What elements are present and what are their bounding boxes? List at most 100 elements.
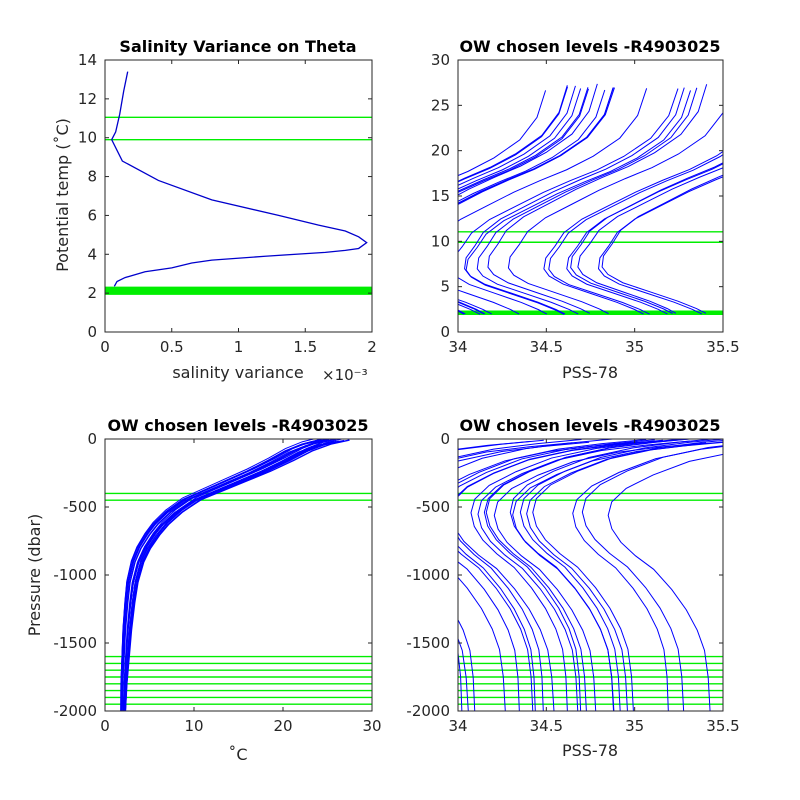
profile-line <box>597 176 723 315</box>
x-tick-label: 1.5 <box>293 338 317 356</box>
profile-line <box>458 87 614 315</box>
profile-line <box>110 71 368 287</box>
panel-salinity-theta: OW chosen levels -R4903025 PSS-78 34 34.5… <box>431 37 740 382</box>
x-tick-label: 35.5 <box>706 717 739 735</box>
profile-line <box>458 441 638 711</box>
y-tick-label: 20 <box>431 142 450 160</box>
profile-line <box>485 439 695 711</box>
y-tick-label: 10 <box>431 232 450 250</box>
x-tick-label: 10 <box>184 717 203 735</box>
y-tick-label: 12 <box>78 90 97 108</box>
x-tick-label: 30 <box>362 717 381 735</box>
plot-area: 34 34.5 35 35.5 0 5 10 15 20 25 30 <box>431 51 740 356</box>
y-tick-label: 4 <box>87 245 97 263</box>
x-tick-label: 34 <box>448 338 467 356</box>
profile-line <box>458 83 598 314</box>
profile-line <box>507 110 723 315</box>
profile-line <box>458 88 648 315</box>
y-tick-label: -1000 <box>406 566 450 584</box>
panel-title: OW chosen levels -R4903025 <box>107 416 368 435</box>
y-tick-label: -500 <box>63 498 97 516</box>
y-tick-label: 30 <box>431 51 450 69</box>
y-tick-label: -2000 <box>406 702 450 720</box>
profile-line <box>458 87 614 315</box>
profile-line <box>120 439 316 711</box>
y-tick-label: 15 <box>431 187 450 205</box>
profile-line <box>519 439 723 711</box>
y-tick-label: 0 <box>87 323 97 341</box>
panel-title: OW chosen levels -R4903025 <box>459 37 720 56</box>
profile-line <box>458 87 589 315</box>
y-axis-label: Pressure (dbar) <box>25 514 44 637</box>
panel-title: OW chosen levels -R4903025 <box>459 416 720 435</box>
profile-line <box>476 87 698 315</box>
profile-line <box>548 154 723 315</box>
x-tick-label: 2 <box>367 338 377 356</box>
y-axis-label: Potential temp (˚C) <box>53 118 72 272</box>
plot-area: 0 0.5 1 1.5 2 0 2 4 6 8 10 12 14 <box>78 51 377 356</box>
profile-line <box>543 150 723 315</box>
plot-clip <box>105 439 372 711</box>
x-axis-label: ˚C <box>228 745 247 764</box>
y-tick-label: 0 <box>440 323 450 341</box>
y-tick-label: -2000 <box>53 702 97 720</box>
y-tick-label: 14 <box>78 51 97 69</box>
profile-line <box>122 440 337 711</box>
y-tick-label: 0 <box>87 430 97 448</box>
profile-line <box>458 439 655 711</box>
profile-line <box>607 453 723 711</box>
x-tick-label: 34.5 <box>530 338 563 356</box>
profile-line <box>458 90 547 177</box>
profile-line <box>458 88 679 315</box>
profile-line <box>601 174 723 314</box>
y-tick-label: -1000 <box>53 566 97 584</box>
y-tick-label: 2 <box>87 284 97 302</box>
profile-line <box>120 439 323 711</box>
profile-line <box>493 442 707 711</box>
x-tick-label: 34 <box>448 717 467 735</box>
profile-line <box>458 440 660 711</box>
x-tick-label: 1 <box>234 338 244 356</box>
panel-salinity-pressure: OW chosen levels -R4903025 PSS-78 34 34.5… <box>406 416 739 760</box>
profile-line <box>512 441 723 711</box>
plot-clip <box>458 439 723 711</box>
y-tick-label: 0 <box>440 430 450 448</box>
y-tick-label: -1500 <box>406 634 450 652</box>
x-axis-label: PSS-78 <box>562 363 618 382</box>
x-tick-label: 35.5 <box>706 338 739 356</box>
profile-line <box>458 439 613 711</box>
profile-line <box>458 89 606 315</box>
plot-clip <box>458 83 723 316</box>
x-tick-label: 0.5 <box>160 338 184 356</box>
plot-area: 0 10 20 30 -2000 -1500 -1000 -500 0 <box>53 430 381 735</box>
x-tick-label: 0 <box>100 717 110 735</box>
profile-line <box>458 85 576 315</box>
profile-line <box>458 86 569 183</box>
profile-line <box>465 90 691 315</box>
x-tick-label: 0 <box>100 338 110 356</box>
panel-temperature-pressure: OW chosen levels -R4903025 ˚C Pressure (… <box>25 416 382 764</box>
profile-line <box>464 87 685 315</box>
profile-line <box>470 439 685 711</box>
y-tick-label: -1500 <box>53 634 97 652</box>
profile-line <box>572 446 723 711</box>
profile-line <box>458 85 568 182</box>
profile-line <box>125 439 350 711</box>
profile-line <box>532 439 723 711</box>
profile-line <box>487 84 708 314</box>
axes-box <box>457 59 724 333</box>
profile-line <box>570 162 723 314</box>
y-tick-label: 10 <box>78 129 97 147</box>
y-tick-label: 8 <box>87 168 97 186</box>
profile-line <box>566 163 723 315</box>
plot-clip <box>105 71 372 295</box>
profile-line <box>458 441 590 711</box>
profile-line <box>577 167 723 314</box>
panel-title: Salinity Variance on Theta <box>119 37 356 56</box>
plot-area: 34 34.5 35 35.5 -2000 -1500 -1000 -500 0 <box>406 430 739 735</box>
x-tick-label: 34.5 <box>530 717 563 735</box>
profile-line <box>458 88 589 315</box>
x-axis-label: PSS-78 <box>562 741 618 760</box>
y-tick-label: 6 <box>87 206 97 224</box>
